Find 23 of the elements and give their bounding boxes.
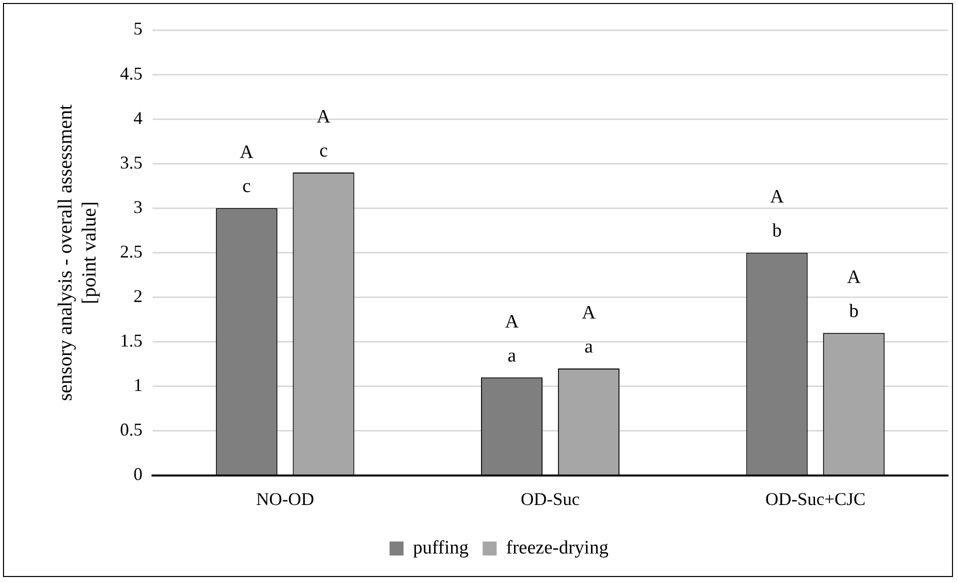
data-label: A b [770,186,784,242]
x-tick-label: NO-OD [256,488,314,509]
data-label: A a [504,311,519,366]
x-tick-label: OD-Suc+CJC [765,488,866,509]
data-label: A b [847,266,861,322]
y-tick-label: 3.5 [120,152,142,172]
y-tick-label: 5 [134,18,142,39]
legend-label: freeze-drying [506,537,609,558]
y-tick-label: 0.5 [120,420,142,440]
data-label: A a [582,302,596,358]
y-tick-label: 2.5 [120,241,142,262]
data-label: A c [316,106,331,162]
y-tick-label: 2 [134,286,142,306]
y-tick-label: 4.5 [120,63,142,84]
y-tick-label: 4 [134,108,142,128]
y-tick-label: 0 [134,464,142,484]
data-label: A c [240,142,254,198]
y-tick-label: 1 [134,375,142,396]
x-tick-label: OD-Suc [520,488,580,509]
y-axis-title: sensory analysis - overall assessment [point value] [54,104,100,402]
y-tick-label: 1.5 [120,330,142,351]
y-tick-label: 3 [134,196,142,217]
legend-label: puffing [413,537,470,558]
